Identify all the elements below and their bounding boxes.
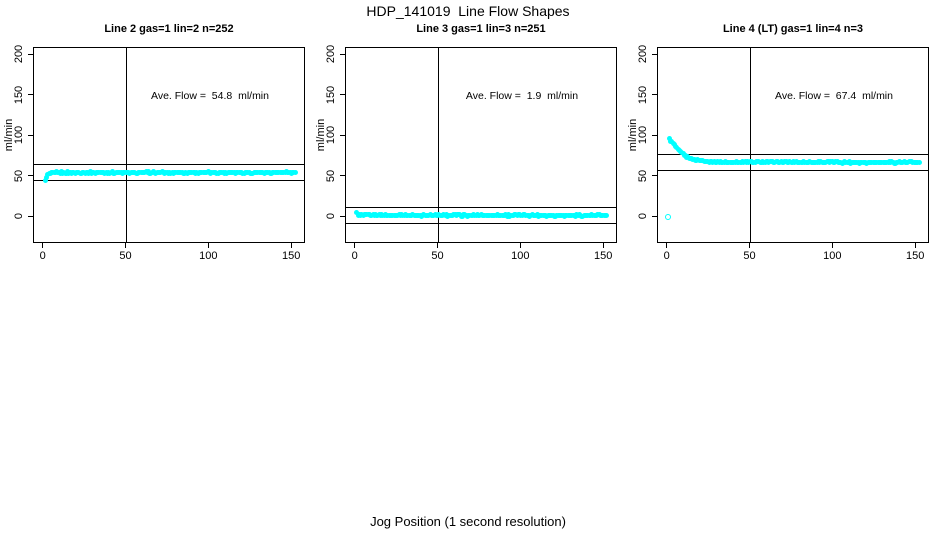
panel-title: Line 2 gas=1 lin=2 n=252 bbox=[104, 23, 234, 35]
figure-title: HDP_141019 Line Flow Shapes bbox=[366, 3, 570, 19]
ref-line-upper bbox=[34, 164, 304, 165]
panel-title: Line 4 (LT) gas=1 lin=4 n=3 bbox=[722, 23, 864, 35]
ave-flow-annotation: Ave. Flow = 54.8 ml/min bbox=[151, 90, 269, 102]
plot-area: Ave. Flow = 67.4 ml/min bbox=[657, 47, 929, 243]
y-tick-label: 150 bbox=[13, 85, 25, 104]
ref-line-lower bbox=[658, 170, 928, 171]
y-tick-label: 200 bbox=[325, 44, 337, 64]
x-tick-label: 150 bbox=[282, 250, 301, 262]
vline-x50 bbox=[438, 48, 440, 242]
x-tick bbox=[354, 243, 356, 248]
x-tick bbox=[666, 243, 668, 248]
data-point bbox=[292, 169, 298, 175]
y-tick bbox=[28, 134, 33, 136]
y-tick bbox=[340, 53, 345, 55]
y-tick-label: 0 bbox=[325, 212, 337, 220]
y-tick-label: 150 bbox=[325, 85, 337, 104]
data-point bbox=[42, 177, 48, 183]
x-tick-label: 150 bbox=[594, 250, 613, 262]
y-axis-label: ml/min bbox=[3, 118, 15, 152]
y-tick-label: 150 bbox=[637, 85, 649, 104]
x-tick bbox=[207, 243, 209, 248]
x-axis-title: Jog Position (1 second resolution) bbox=[370, 514, 566, 529]
x-tick bbox=[914, 243, 916, 248]
y-tick-label: 0 bbox=[637, 212, 649, 220]
y-tick-label: 50 bbox=[325, 169, 337, 182]
x-tick bbox=[602, 243, 604, 248]
x-tick-label: 100 bbox=[823, 250, 842, 262]
y-tick bbox=[652, 175, 657, 176]
y-tick bbox=[652, 94, 657, 95]
y-tick bbox=[652, 53, 657, 55]
y-tick-label: 0 bbox=[13, 212, 25, 220]
y-tick bbox=[28, 53, 33, 55]
x-tick-label: 100 bbox=[511, 250, 530, 262]
ref-line-upper bbox=[658, 153, 928, 155]
data-point bbox=[44, 175, 50, 181]
x-tick-label: 150 bbox=[906, 250, 925, 262]
y-tick bbox=[28, 215, 33, 217]
ave-flow-annotation: Ave. Flow = 1.9 ml/min bbox=[465, 90, 579, 102]
y-tick bbox=[652, 134, 657, 136]
data-point bbox=[916, 159, 922, 165]
y-tick-label: 50 bbox=[13, 169, 25, 182]
x-tick bbox=[437, 243, 439, 248]
x-tick bbox=[749, 243, 751, 248]
x-tick-label: 50 bbox=[743, 250, 756, 262]
outlier-point bbox=[665, 214, 672, 221]
x-tick-label: 0 bbox=[663, 250, 670, 262]
vline-x50 bbox=[750, 48, 752, 242]
panel-title: Line 3 gas=1 lin=3 n=251 bbox=[416, 23, 546, 35]
x-tick bbox=[42, 243, 44, 248]
x-tick-label: 0 bbox=[39, 250, 46, 262]
x-tick-label: 50 bbox=[431, 250, 444, 262]
y-axis-label: ml/min bbox=[315, 118, 327, 152]
ref-line-lower bbox=[346, 223, 616, 225]
vline-x50 bbox=[126, 48, 128, 242]
x-tick bbox=[519, 243, 521, 248]
x-tick-label: 100 bbox=[199, 250, 218, 262]
ave-flow-annotation: Ave. Flow = 67.4 ml/min bbox=[775, 90, 893, 102]
x-tick bbox=[831, 243, 833, 248]
x-tick bbox=[290, 243, 292, 248]
plot-area: Ave. Flow = 1.9 ml/min bbox=[345, 47, 617, 243]
y-tick bbox=[652, 215, 657, 217]
y-axis-label: ml/min bbox=[627, 118, 639, 152]
y-tick bbox=[340, 215, 345, 217]
x-tick-label: 0 bbox=[351, 250, 358, 262]
panel-line-4: Line 4 (LT) gas=1 lin=4 n=3 Ave. Flow = … bbox=[624, 0, 936, 300]
y-tick bbox=[28, 94, 33, 95]
x-tick-label: 50 bbox=[119, 250, 132, 262]
y-tick bbox=[340, 94, 345, 95]
y-tick bbox=[28, 175, 33, 176]
panel-line-3: Line 3 gas=1 lin=3 n=251 Ave. Flow = 1.9… bbox=[312, 0, 624, 300]
y-tick-label: 50 bbox=[637, 169, 649, 182]
y-tick-label: 200 bbox=[13, 44, 25, 64]
plot-area: Ave. Flow = 54.8 ml/min bbox=[33, 47, 305, 243]
data-point bbox=[604, 212, 610, 218]
x-tick bbox=[125, 243, 127, 248]
panel-line-2: Line 2 gas=1 lin=2 n=252 Ave. Flow = 54.… bbox=[0, 0, 312, 300]
ref-line-upper bbox=[346, 206, 616, 208]
y-tick bbox=[340, 175, 345, 176]
y-tick bbox=[340, 134, 345, 136]
y-tick-label: 200 bbox=[637, 44, 649, 64]
ref-line-lower bbox=[34, 180, 304, 182]
